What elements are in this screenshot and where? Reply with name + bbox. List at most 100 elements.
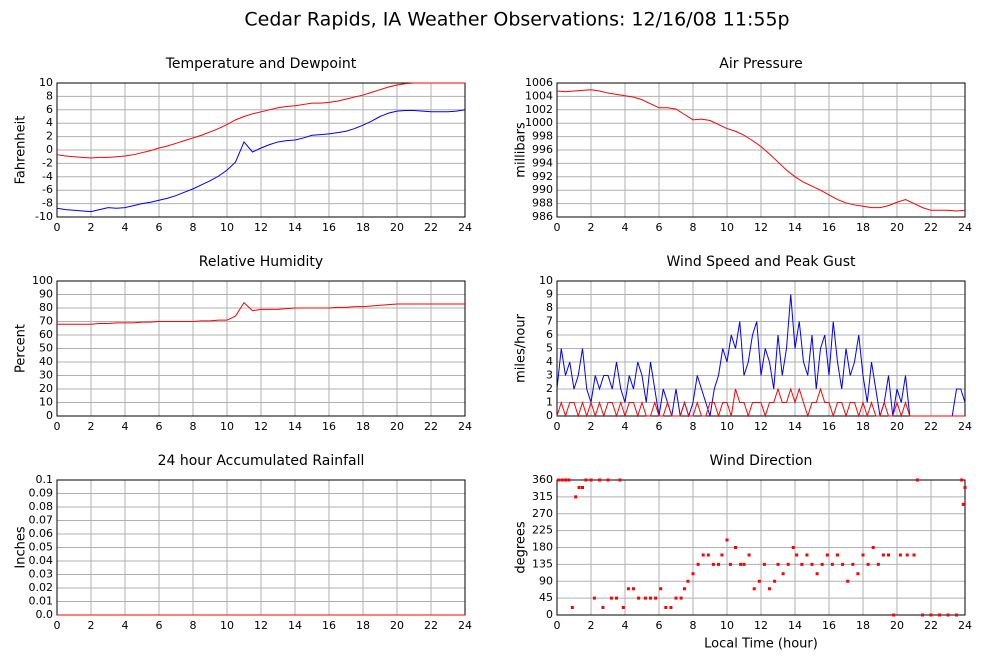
data-point [773,579,777,583]
x-tick-label: 18 [356,619,370,632]
y-tick-label: 0 [546,409,553,422]
data-line [56,109,466,213]
y-tick-label: 1000 [525,116,553,129]
x-tick-label: 6 [656,619,663,632]
y-tick-label: 100 [32,274,53,287]
data-point [960,478,964,482]
x-tick-label: 6 [156,420,163,433]
y-tick-label: 0 [46,409,53,422]
y-tick-label: 1 [546,396,553,409]
chart-title: 24 hour Accumulated Rainfall [158,453,365,469]
x-tick-label: 14 [788,619,802,632]
y-tick-label: 1004 [525,89,553,102]
y-tick-label: 0 [546,608,553,621]
x-tick-label: 8 [190,221,197,234]
x-tick-label: 14 [288,420,302,433]
data-point [584,478,588,482]
y-tick-label: 30 [39,369,53,382]
y-tick-label: 0 [46,143,53,156]
data-point [706,553,710,557]
plot-frame [556,82,966,218]
y-tick-label: 1002 [525,103,553,116]
x-axis-label: Local Time (hour) [704,637,818,652]
y-tick-label: 70 [39,315,53,328]
data-point [601,606,605,609]
data-point [963,486,967,489]
data-point [626,587,630,591]
x-tick-label: 18 [356,221,370,234]
y-tick-label: 225 [532,524,553,537]
x-tick-label: 12 [254,420,268,433]
y-tick-label: -2 [42,156,53,169]
x-tick-label: 16 [322,221,336,234]
x-tick-label: 14 [788,221,802,234]
x-tick-label: 20 [390,221,404,234]
data-point [747,553,751,557]
x-tick-label: 22 [924,221,938,234]
x-tick-label: 22 [424,221,438,234]
x-tick-label: 4 [622,619,629,632]
y-tick-label: 0.09 [29,487,54,500]
y-tick-label: 0.01 [29,595,54,608]
y-tick-label: 986 [532,210,553,223]
y-axis-label: Percent [14,324,29,373]
y-tick-label: 996 [532,143,553,156]
y-tick-label: 315 [532,490,553,503]
x-tick-label: 20 [390,420,404,433]
y-tick-label: 8 [546,301,553,314]
data-point [846,579,850,583]
y-tick-label: 0.04 [29,554,54,567]
data-point [892,613,896,617]
data-point [592,596,596,600]
x-tick-label: 2 [588,619,595,632]
y-tick-label: 0.08 [29,500,54,513]
data-point [830,562,834,566]
x-tick-label: 24 [958,221,972,234]
data-point [589,478,593,482]
x-tick-label: 2 [588,420,595,433]
data-point [876,562,880,566]
data-point [669,606,673,609]
x-tick-label: 10 [720,221,734,234]
x-tick-label: 20 [390,619,404,632]
x-tick-label: 14 [788,420,802,433]
y-tick-label: -10 [35,210,53,223]
plot-frame [56,82,466,218]
plot-frame [556,479,966,616]
y-tick-label: 360 [532,473,553,486]
data-point [861,553,865,557]
x-tick-label: 6 [156,619,163,632]
data-point [564,478,567,482]
x-tick-label: 10 [220,221,234,234]
data-point [905,553,909,557]
x-tick-label: 24 [958,619,972,632]
y-tick-label: -6 [42,183,53,196]
y-tick-label: 988 [532,197,553,210]
x-tick-label: 0 [554,420,561,433]
data-point [915,478,919,482]
data-point [691,572,695,576]
data-line [56,82,465,159]
x-tick-label: 10 [220,619,234,632]
x-tick-label: 8 [190,619,197,632]
y-tick-label: 180 [532,541,553,554]
data-point [898,553,902,557]
y-tick-label: 2 [546,382,553,395]
x-tick-label: 12 [754,619,768,632]
data-point [841,562,845,566]
data-point [711,562,715,566]
x-tick-label: 0 [554,221,561,234]
data-point [739,562,743,566]
data-point [557,478,561,482]
x-tick-label: 10 [220,420,234,433]
y-axis-label: degrees [514,521,529,574]
data-point [606,478,610,482]
x-tick-label: 0 [54,221,61,234]
data-point [659,587,663,591]
y-tick-label: 0.07 [29,514,54,527]
y-tick-label: 4 [46,116,53,129]
y-tick-label: 2 [46,130,53,143]
y-tick-label: 992 [532,170,553,183]
x-tick-label: 2 [88,420,95,433]
